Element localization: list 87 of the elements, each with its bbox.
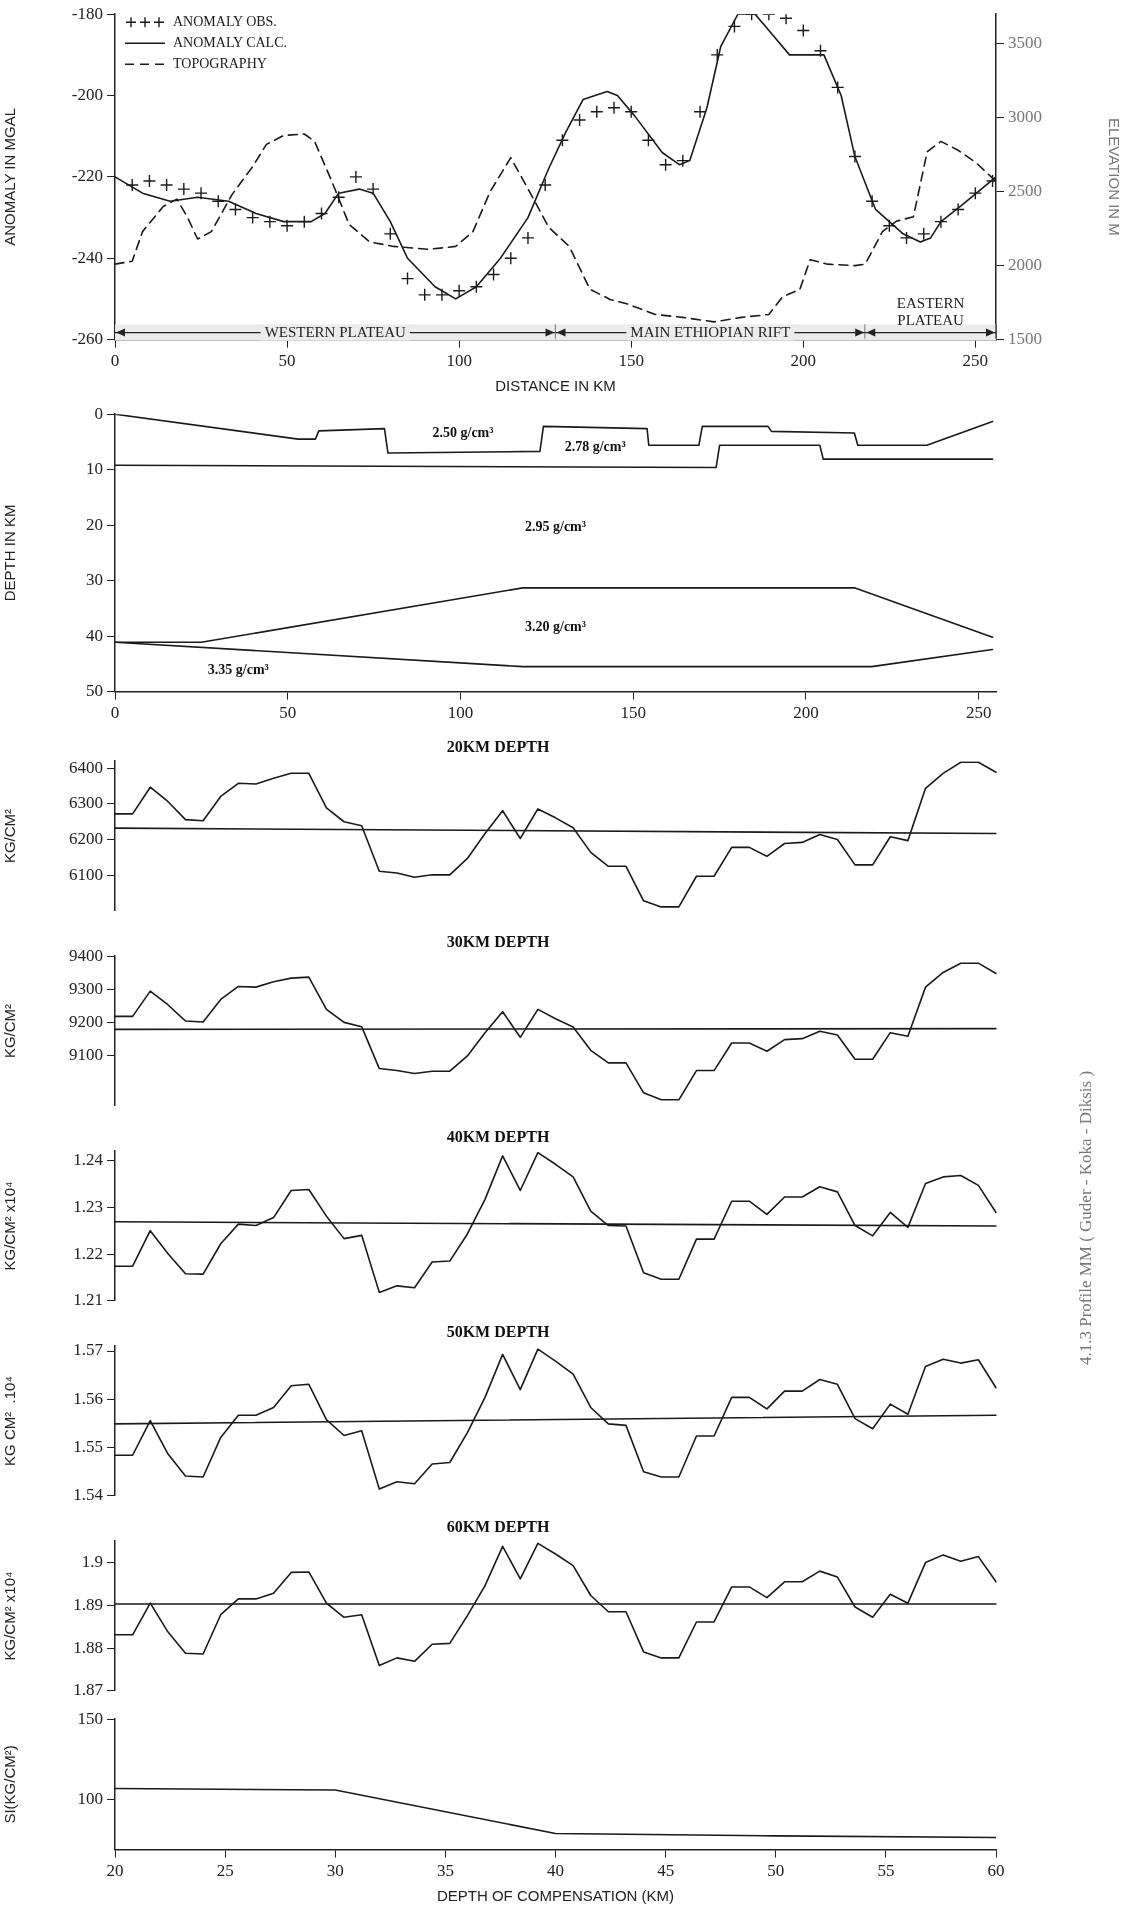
y-tick-label: 9400 [69,945,103,965]
y-axis-title: DEPTH IN KM [1,504,19,602]
x-tick-label: 200 [790,351,817,371]
y-axis-title: KG/CM² [1,808,19,864]
legend-label: ANOMALY CALC. [173,34,287,50]
y-tick-label: 30 [86,570,103,590]
x-tick-label: 20 [106,1861,124,1881]
x-tick-label: 100 [446,351,472,371]
y2-tick-label: 3500 [1008,33,1042,53]
x-tick-label: 250 [962,351,989,371]
y2-tick-label: 2000 [1008,255,1042,275]
y-tick-label: 40 [86,625,103,645]
x-tick-label: 0 [110,351,120,371]
y-tick-label: 100 [77,1789,103,1809]
y-tick-label: 1.21 [73,1290,103,1310]
chart-title: 20KM DEPTH [446,737,550,755]
y-tick-label: -260 [71,329,103,349]
x-tick-label: 30 [326,1861,344,1881]
y-tick-label: 9100 [69,1045,103,1065]
annotation: 3.20 g/cm³ [525,618,586,634]
annotation: 2.50 g/cm³ [432,424,494,440]
y-tick-label: 9200 [69,1012,103,1032]
y-axis-title: SI(KG/CM²) [1,1745,19,1824]
y-tick-label: 1.9 [81,1552,103,1572]
y-tick-label: 1.89 [73,1594,103,1614]
x-tick-label: 150 [618,351,644,371]
x-tick-label: 50 [767,1861,785,1881]
y-tick-label: -200 [71,85,103,105]
x-tick-label: 35 [436,1861,454,1881]
chart-title: 30KM DEPTH [446,932,550,950]
x-axis-title: DEPTH OF COMPENSATION (KM) [436,1887,675,1905]
x-tick-label: 100 [447,703,474,723]
y2-tick-label: 1500 [1008,329,1042,349]
y2-axis-title: ELEVATION IN M [1105,118,1123,236]
y-tick-label: 1.87 [73,1680,104,1700]
y-tick-label: 0 [94,403,103,423]
y2-tick-label: 3000 [1008,107,1042,127]
x-tick-label: 45 [657,1861,675,1881]
x-tick-label: 60 [987,1861,1005,1881]
x-axis-title: DISTANCE IN KM [495,377,616,395]
y2-tick-label: 2500 [1008,181,1042,201]
y-tick-label: 6100 [69,864,103,884]
y-tick-label: 50 [86,681,103,701]
band-label: WESTERN PLATEAU [264,323,407,340]
y-tick-label: 6200 [69,829,103,849]
x-tick-label: 150 [620,703,646,723]
x-tick-label: 50 [279,703,297,723]
y-tick-label: 1.22 [73,1243,103,1263]
legend-label: ANOMALY OBS. [173,13,277,29]
chart-title: 60KM DEPTH [446,1517,550,1535]
y-tick-label: 1.55 [73,1437,103,1457]
y-tick-label: 1.57 [73,1340,104,1360]
y-axis-title: KG/CM² x10⁴ [1,1181,19,1271]
x-tick-label: 25 [216,1861,234,1881]
x-tick-label: 55 [877,1861,895,1881]
y-tick-label: 1.54 [73,1485,104,1505]
x-tick-label: 40 [547,1861,564,1881]
y-tick-label: 10 [86,459,103,479]
y-tick-label: -180 [71,3,103,23]
band-label: MAIN ETHIOPIAN RIFT [630,323,791,340]
y-tick-label: 9300 [69,978,103,998]
y-axis-title: KG CM² .10⁴ [1,1376,19,1466]
chart-title: 50KM DEPTH [446,1322,550,1340]
y-axis-title: KG/CM² x10⁴ [1,1571,19,1661]
y-tick-label: 6300 [69,793,103,813]
x-tick-label: 50 [278,351,296,371]
chart-title: 40KM DEPTH [446,1127,550,1145]
y-tick-label: 1.23 [73,1196,103,1216]
band-label: EASTERN PLATEAU [896,294,965,328]
annotation: 2.95 g/cm³ [525,518,586,534]
y-tick-label: -240 [71,247,103,267]
legend-label: TOPOGRAPHY [173,55,267,71]
annotation: 2.78 g/cm³ [564,438,626,454]
y-tick-label: 20 [86,514,103,534]
y-axis-title: KG/CM² [1,1003,19,1059]
y-axis-title: ANOMALY IN MGAL [1,107,19,246]
y-tick-label: 1.24 [73,1150,104,1170]
x-tick-label: 0 [110,703,120,723]
y-tick-label: 150 [77,1708,103,1728]
y-tick-label: 1.88 [73,1637,103,1657]
x-tick-label: 200 [793,703,819,723]
y-tick-label: -220 [71,166,103,186]
y-tick-label: 6400 [69,757,103,777]
text: 4.1.3 Profile MM ( Guder - Koka - Diksis ) [1076,1070,1096,1365]
annotation: 3.35 g/cm³ [207,662,269,678]
y-tick-label: 1.56 [73,1388,103,1408]
x-tick-label: 250 [965,703,992,723]
